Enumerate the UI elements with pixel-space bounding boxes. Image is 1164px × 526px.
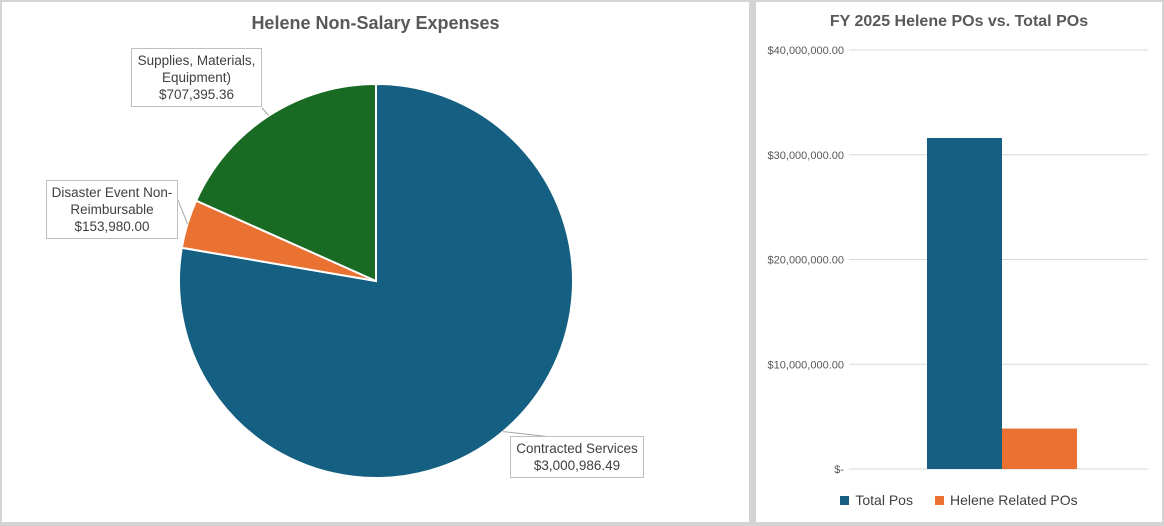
callout-disaster-label-1: Disaster Event Non- [51,185,173,200]
callout-contracted-label: Contracted Services [516,441,638,456]
callout-disaster-label-2: Reimbursable [70,202,154,217]
callout-contracted-value: $3,000,986.49 [533,458,621,473]
pie-slice-0 [178,82,574,479]
callout-disaster: Disaster Event Non- Reimbursable $153,98… [46,180,178,239]
legend-swatch-total [840,495,850,505]
legend-label-helene: Helene Related POs [949,492,1078,508]
legend-swatch-helene [934,495,944,505]
leader-line-1 [177,199,188,224]
y-tick-label-4: $40,000,000.00 [768,45,844,57]
bar-0 [927,137,1002,470]
callout-contracted: Contracted Services $3,000,986.49 [510,436,644,478]
callout-supplies: Supplies, Materials, Equipment) $707,395… [131,48,262,107]
legend-label-total: Total Pos [855,492,913,508]
callout-supplies-value: $707,395.36 [158,87,235,102]
legend-item-total: Total Pos [840,492,913,508]
callout-disaster-value: $153,980.00 [74,219,150,234]
y-tick-label-3: $30,000,000.00 [768,150,844,162]
pie-chart-title: Helene Non-Salary Expenses [251,13,500,33]
bar-chart-panel: FY 2025 Helene POs vs. Total POs $- $10,0… [756,2,1162,522]
y-tick-label-1: $10,000,000.00 [768,359,844,371]
y-tick-label-0: $- [834,464,844,476]
legend-item-helene: Helene Related POs [934,492,1078,508]
bar-chart-svg: $- $10,000,000.00 $20,000,000.00 $30,000,00… [768,45,1148,476]
bar-1 [1002,428,1077,469]
bar-chart-title: FY 2025 Helene POs vs. Total POs [829,13,1089,30]
leader-line-2 [261,107,270,117]
bar-legend: Total Pos Helene Related POs [756,492,1162,508]
callout-supplies-label-1: Supplies, Materials, [137,53,256,68]
y-tick-label-2: $20,000,000.00 [768,255,844,267]
callout-supplies-label-2: Equipment) [161,70,232,85]
pie-chart-svg [177,82,643,479]
pie-chart-panel: Helene Non-Salary Expenses Supplies, Mat… [2,2,749,522]
